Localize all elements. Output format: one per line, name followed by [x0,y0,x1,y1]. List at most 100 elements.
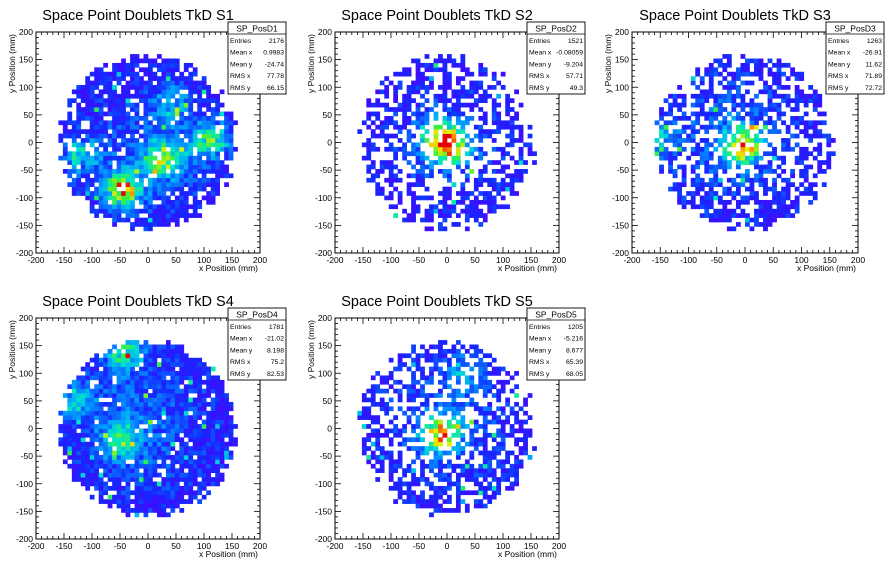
heatmap-cell [71,450,77,456]
heatmap-cell [411,213,416,218]
heatmap-cell [469,93,475,99]
heatmap-cell [174,124,180,130]
heatmap-cell [785,146,791,152]
heatmap-cell [94,98,100,104]
heatmap-cell [103,384,108,390]
heatmap-cell [228,124,234,130]
heatmap-cell [130,441,135,447]
heatmap-cell [402,441,407,447]
heatmap-cell [451,208,457,214]
heatmap-cell [735,93,741,99]
heatmap-cell [130,490,135,496]
heatmap-cell [794,120,800,126]
heatmap-cell [85,107,91,112]
heatmap-cell [161,155,167,161]
heatmap-cell [215,419,220,425]
heatmap-cell [370,428,376,434]
heatmap-cell [433,357,439,363]
heatmap-cell [464,102,470,108]
heatmap-cell [469,366,475,372]
heatmap-cell [388,472,394,478]
heatmap-cell [143,468,149,473]
heatmap-cell [121,89,126,95]
heatmap-cell [420,388,425,394]
heatmap-cell [415,494,421,500]
heatmap-cell [455,155,461,161]
heatmap-cell [482,111,488,117]
heatmap-cell [438,54,443,59]
heatmap-cell [165,340,171,345]
heatmap-cell [215,463,220,469]
heatmap-cell [152,164,158,170]
heatmap-cell [76,160,82,165]
heatmap-cell [121,406,126,412]
heatmap-cell [482,379,488,385]
heatmap-cell [745,71,750,77]
heatmap-cell [134,222,140,227]
heatmap-cell [210,401,216,407]
heatmap-cell [717,58,723,64]
y-tick-label: -200 [16,534,33,544]
heatmap-cell [740,102,746,108]
heatmap-cell [219,472,225,478]
heatmap-cell [143,419,149,425]
heatmap-cell [89,199,95,205]
x-tick-label: 200 [253,255,267,265]
heatmap-cell [170,164,176,170]
x-tick-label: 0 [743,255,748,265]
heatmap-cell [455,98,461,104]
heatmap-cell [375,477,381,482]
heatmap-cell [375,432,381,438]
heatmap-cell [206,401,212,407]
heatmap-cell [121,129,126,134]
heatmap-cell [179,490,185,496]
heatmap-cell [406,85,412,90]
heatmap-cell [80,89,86,95]
heatmap-cell [518,151,524,157]
heatmap-cell [161,191,167,196]
stats-row-value: -24.74 [265,61,284,68]
heatmap-cell [397,169,403,174]
heatmap-cell [438,353,443,359]
heatmap-cell [455,80,461,86]
heatmap-cell [188,213,194,218]
heatmap-cell [375,124,381,130]
heatmap-cell [143,428,149,434]
heatmap-cell [415,58,421,64]
heatmap-cell [790,182,796,187]
heatmap-cell [491,472,497,478]
heatmap-cell [420,102,425,108]
heatmap-cell [455,164,461,170]
heatmap-cell [473,441,479,447]
heatmap-cell [668,133,673,139]
heatmap-cell [713,98,719,104]
heatmap-cell [215,410,220,416]
heatmap-cell [460,419,466,425]
heatmap-cell [379,446,385,451]
heatmap-cell [677,133,683,139]
heatmap-cell [121,76,126,81]
heatmap-cell [179,450,185,456]
heatmap-cell [107,107,113,112]
heatmap-cell [170,379,176,385]
heatmap-cell [478,177,484,183]
heatmap-cell [174,432,180,438]
heatmap-cell [731,142,737,148]
heatmap-cell [210,129,216,134]
heatmap-cell [130,415,135,420]
heatmap-cell [767,93,773,99]
heatmap-cell [514,177,519,183]
heatmap-cell [424,195,430,201]
heatmap-cell [197,415,203,420]
heatmap-cell [433,472,439,478]
heatmap-cell [500,177,506,183]
heatmap-cell [482,71,488,77]
heatmap-cell [80,375,86,381]
heatmap-cell [464,388,470,394]
heatmap-cell [206,120,212,126]
heatmap-cell [125,120,131,126]
heatmap-cell [94,481,100,487]
heatmap-cell [143,459,149,465]
heatmap-cell [482,455,488,460]
heatmap-cell [103,459,108,465]
